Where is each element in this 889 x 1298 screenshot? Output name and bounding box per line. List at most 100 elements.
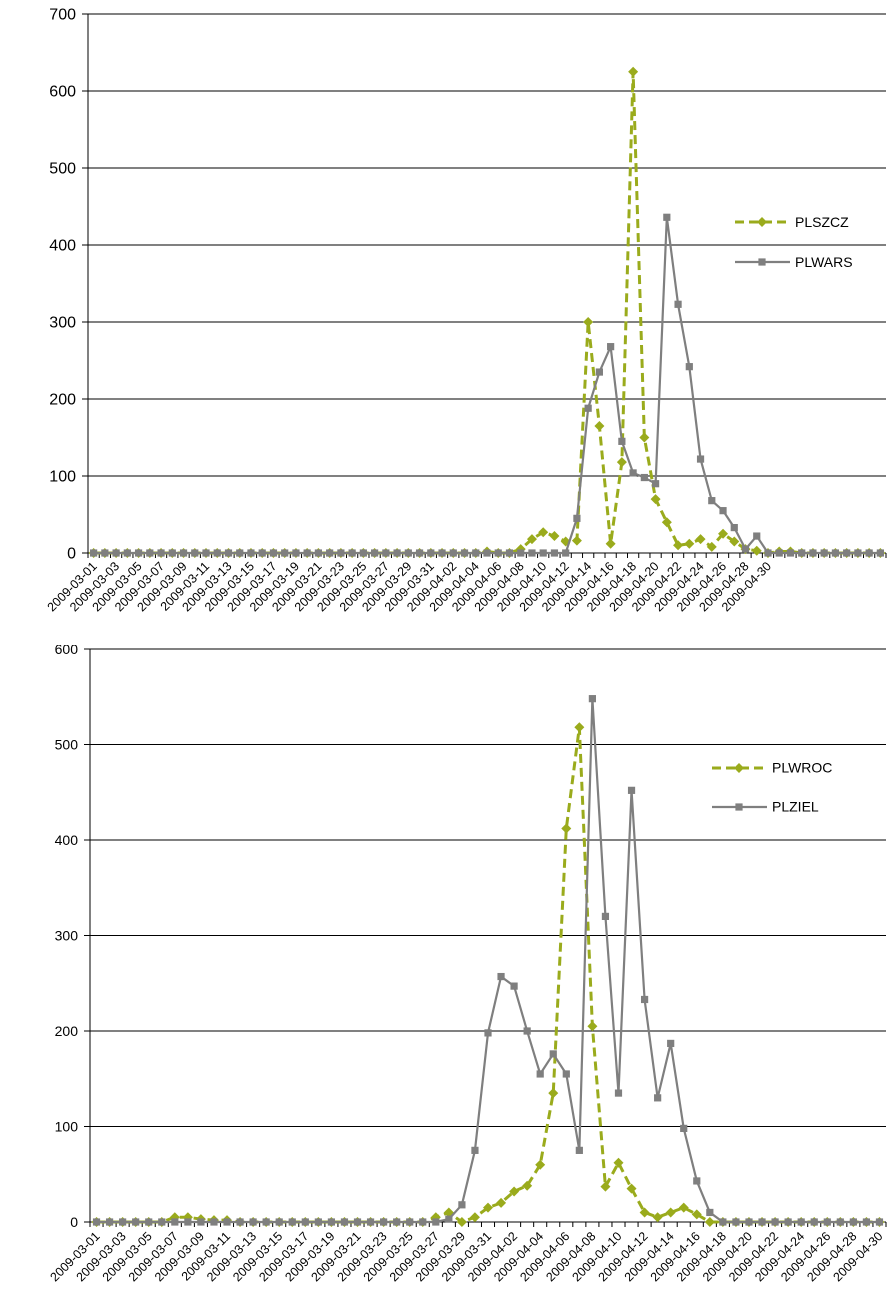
data-point-plszcz xyxy=(650,494,661,505)
data-point-plziel xyxy=(614,1089,623,1097)
data-point-plwars xyxy=(382,549,390,557)
chart-1: 01002003004005006007002009-03-012009-03-… xyxy=(45,7,887,614)
data-point-plziel xyxy=(497,972,505,981)
data-point-plziel xyxy=(249,1218,257,1226)
data-point-plziel xyxy=(797,1218,805,1226)
data-point-plziel xyxy=(145,1218,153,1226)
data-point-plwars xyxy=(179,549,188,557)
data-point-plwars xyxy=(303,549,311,557)
data-point-plwars xyxy=(236,549,244,557)
series-line-plszcz xyxy=(93,70,881,555)
data-point-plwars xyxy=(258,549,266,557)
data-point-plwroc xyxy=(509,1186,520,1197)
data-point-plwars xyxy=(460,549,469,557)
data-point-plwars xyxy=(685,363,693,371)
data-point-plwars xyxy=(427,549,435,557)
data-point-plwroc xyxy=(691,1209,702,1220)
data-point-plszcz xyxy=(639,432,650,443)
data-point-plwars xyxy=(213,549,221,557)
data-point-plwroc xyxy=(456,1217,467,1227)
data-point-plwroc xyxy=(600,1181,611,1192)
y-tick-label: 100 xyxy=(55,1118,79,1134)
data-point-plszcz xyxy=(729,536,740,547)
data-point-plwars xyxy=(674,300,682,308)
data-point-plwars xyxy=(798,549,806,557)
y-tick-label: 200 xyxy=(49,392,76,409)
data-point-plziel xyxy=(314,1218,322,1226)
data-point-plziel xyxy=(105,1218,114,1226)
y-tick-label: 100 xyxy=(49,469,76,486)
data-point-plwars xyxy=(843,549,851,557)
data-point-plwars xyxy=(359,549,367,557)
data-point-plwars xyxy=(269,549,278,557)
legend-label-plziel: PLZIEL xyxy=(772,799,819,815)
y-tick-label: 0 xyxy=(67,546,76,563)
data-point-plziel xyxy=(836,1218,844,1226)
data-point-plwars xyxy=(168,549,176,557)
data-point-plziel xyxy=(810,1218,818,1226)
data-point-plwars xyxy=(101,549,109,557)
legend-marker-plwars xyxy=(758,258,766,266)
data-point-plwars xyxy=(247,549,255,557)
data-point-plziel xyxy=(523,1027,531,1035)
legend-marker-plwroc xyxy=(734,763,744,773)
y-tick-label: 600 xyxy=(55,645,79,657)
data-point-plziel xyxy=(784,1218,792,1226)
data-point-plziel xyxy=(862,1218,871,1226)
chart-2-container: 0 100 200 300 400 500 600 2009-03-01 2009-03-03 2… xyxy=(0,641,889,1298)
data-point-plziel xyxy=(771,1218,779,1226)
data-point-plwars xyxy=(764,549,772,557)
data-point-plwars xyxy=(90,549,98,557)
data-point-plziel xyxy=(366,1218,375,1226)
data-point-plziel xyxy=(719,1218,727,1226)
data-point-plziel xyxy=(458,1201,466,1209)
series-line-plwroc xyxy=(96,725,880,1224)
data-point-plwars xyxy=(640,473,648,482)
data-point-plziel xyxy=(301,1218,309,1226)
data-point-plwars xyxy=(191,549,199,557)
legend-label-plwroc: PLWROC xyxy=(772,760,832,776)
data-point-plziel xyxy=(693,1177,701,1185)
data-point-plziel xyxy=(288,1218,296,1226)
data-point-plwroc xyxy=(535,1159,546,1170)
data-point-plziel xyxy=(706,1208,714,1217)
data-point-plwars xyxy=(224,549,233,557)
data-point-plziel xyxy=(171,1218,179,1226)
data-point-plziel xyxy=(445,1215,453,1223)
y-tick-label: 400 xyxy=(49,238,76,255)
data-point-plwroc xyxy=(704,1217,715,1227)
data-point-plziel xyxy=(393,1218,401,1226)
data-point-plziel xyxy=(197,1218,205,1226)
data-point-plziel xyxy=(536,1070,544,1078)
y-tick-label: 600 xyxy=(49,84,76,101)
data-point-plziel xyxy=(380,1218,388,1226)
data-point-plziel xyxy=(353,1218,362,1226)
data-point-plwars xyxy=(123,549,131,557)
data-point-plziel xyxy=(758,1218,766,1226)
data-point-plziel xyxy=(184,1218,192,1226)
data-point-plziel xyxy=(640,995,649,1004)
data-point-plziel xyxy=(575,1146,583,1154)
data-point-plwars xyxy=(292,549,300,557)
data-point-plwars xyxy=(528,549,536,557)
data-point-plziel xyxy=(406,1218,414,1226)
data-point-plwars xyxy=(696,455,705,463)
data-point-plwars xyxy=(404,549,412,557)
data-point-plziel xyxy=(484,1029,492,1037)
data-point-plwroc xyxy=(522,1180,533,1191)
data-point-plwars xyxy=(371,549,379,557)
data-point-plziel xyxy=(549,1050,557,1058)
data-point-plwars xyxy=(820,549,828,557)
data-point-plziel xyxy=(132,1218,140,1226)
y-tick-label: 500 xyxy=(55,736,79,752)
data-point-plszcz xyxy=(718,528,729,539)
data-point-plziel xyxy=(158,1218,166,1226)
data-point-plwroc xyxy=(587,1021,598,1032)
data-point-plwars xyxy=(157,549,165,557)
data-point-plwroc xyxy=(665,1207,676,1218)
data-point-plwars xyxy=(741,545,750,553)
data-point-plwars xyxy=(831,549,840,557)
data-point-plwroc xyxy=(626,1183,637,1194)
data-point-plziel xyxy=(823,1218,831,1226)
data-point-plszcz xyxy=(695,534,706,545)
